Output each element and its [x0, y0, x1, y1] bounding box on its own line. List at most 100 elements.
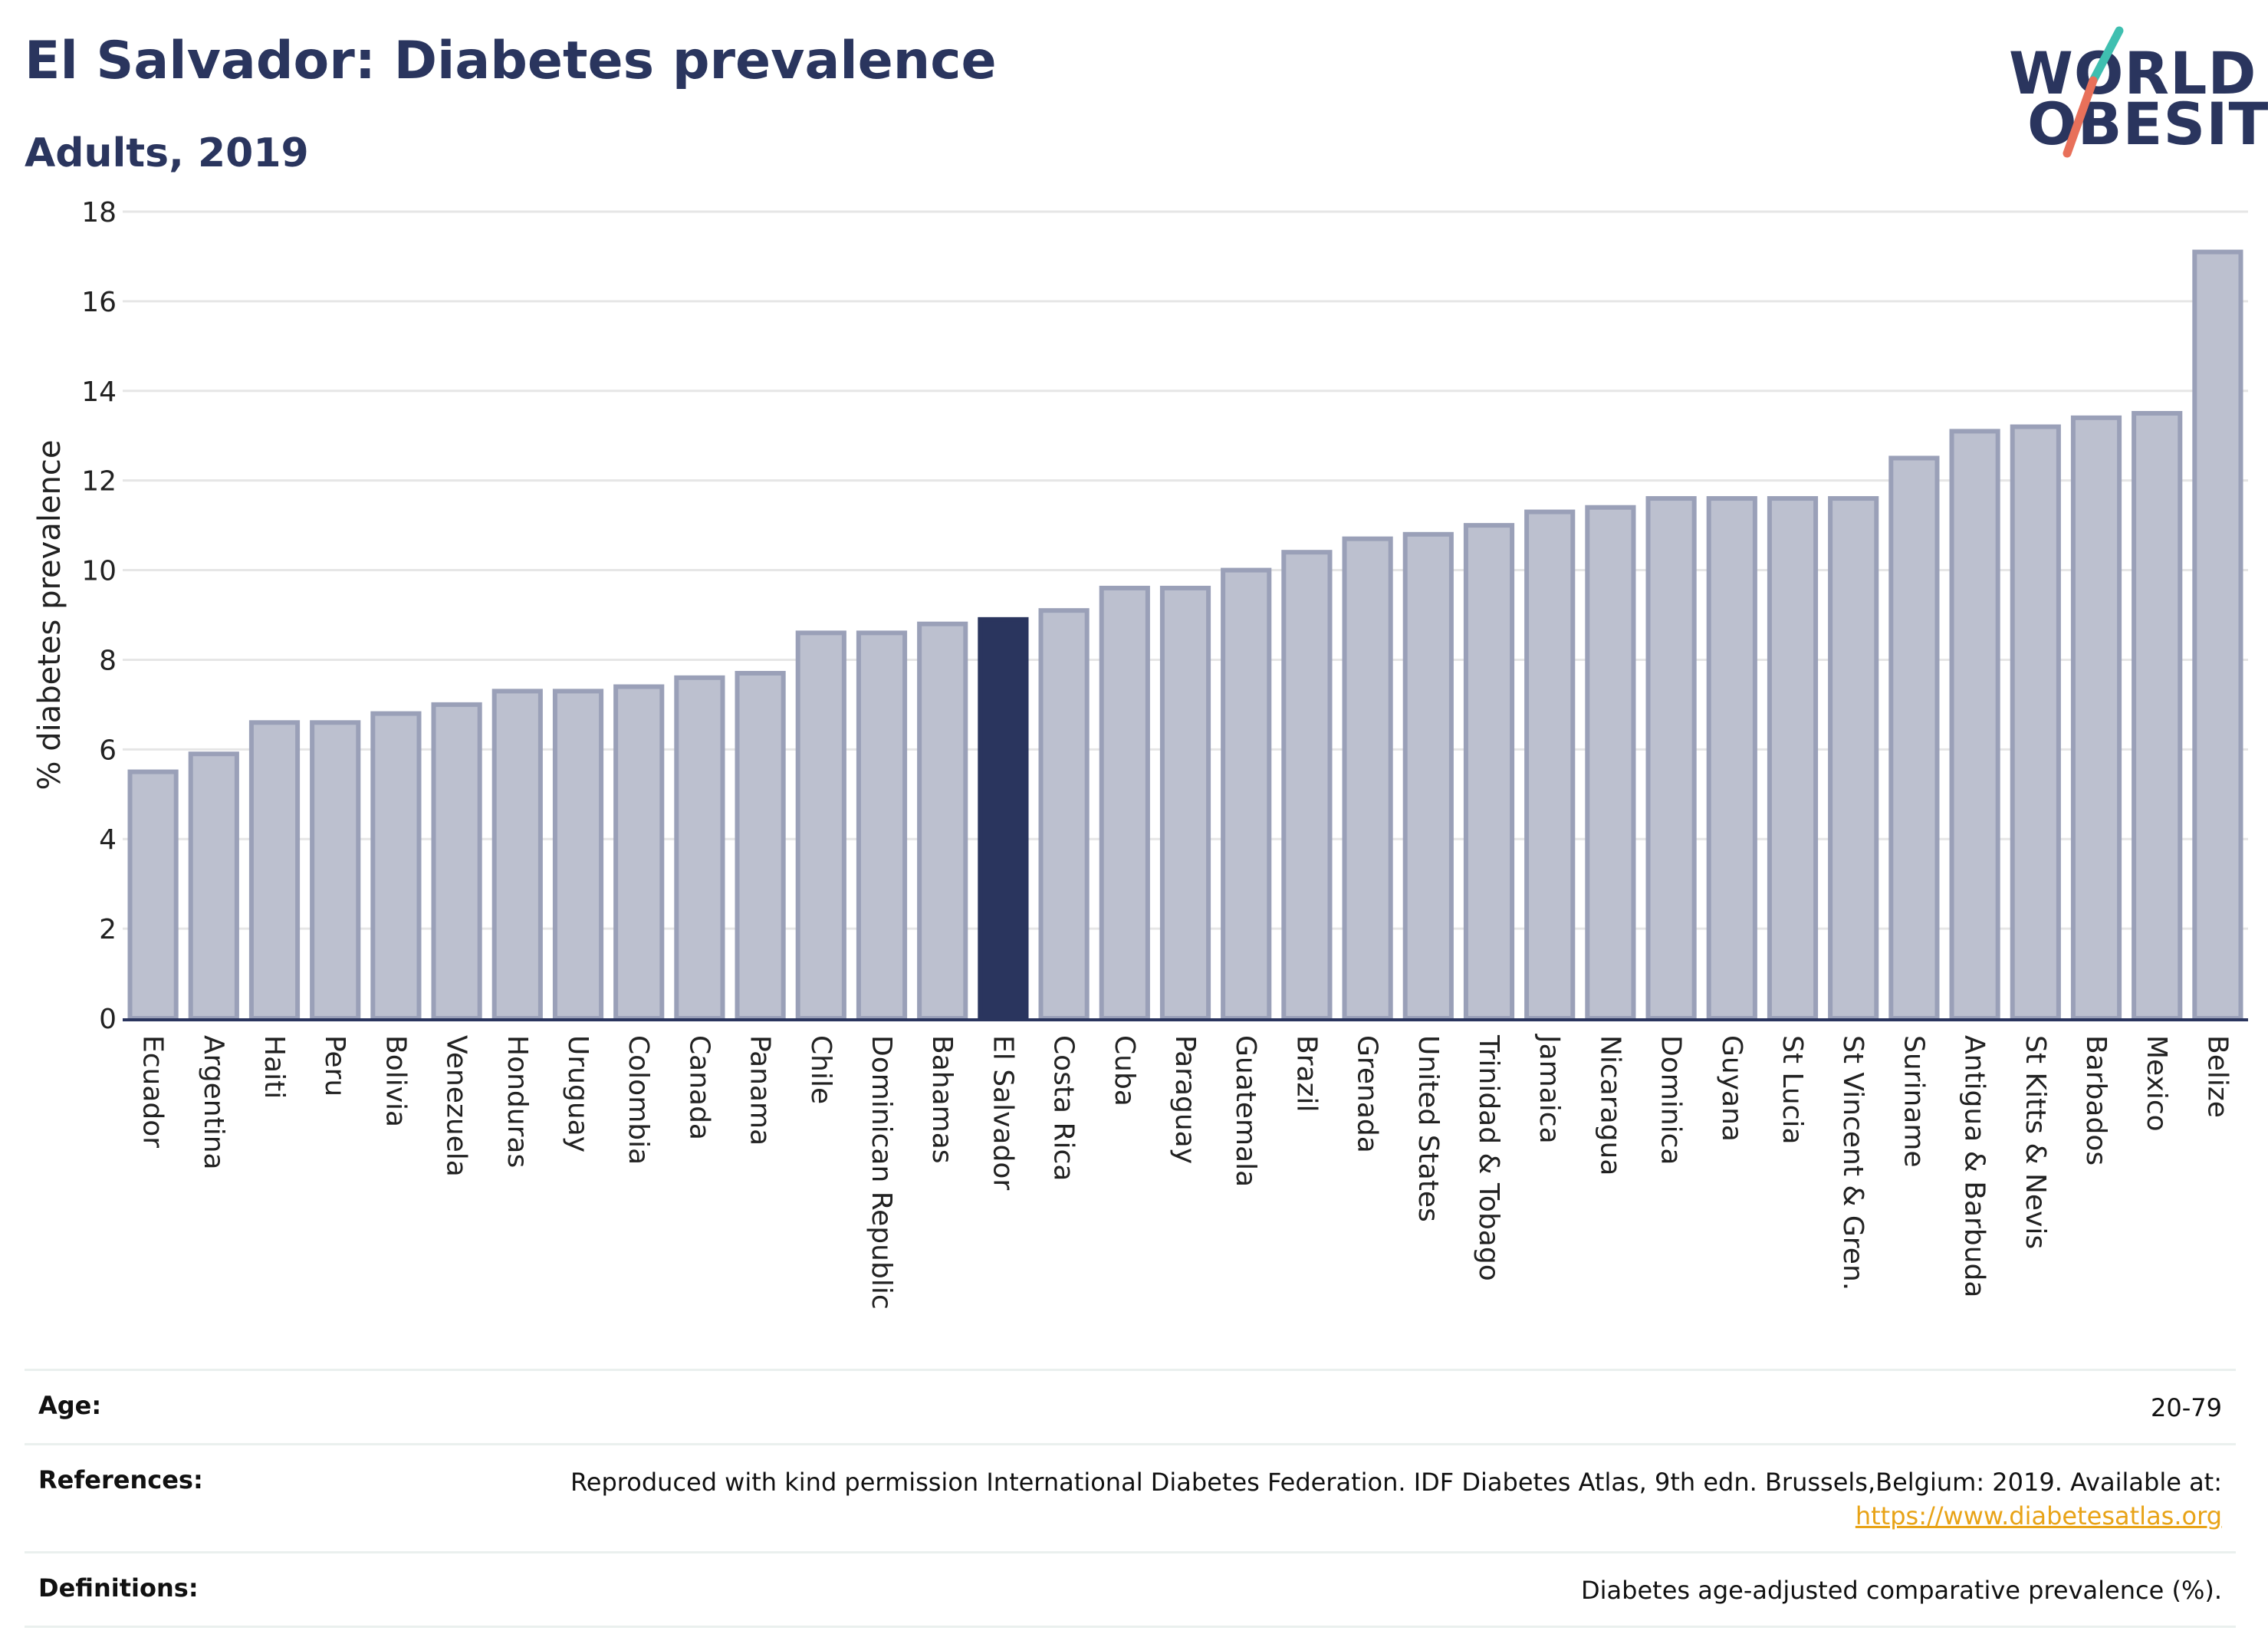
y-tick-label: 10	[81, 556, 117, 587]
bar-bahamas	[917, 621, 968, 1021]
bar-united-states	[1402, 531, 1454, 1021]
x-tick-label: St Kitts & Nevis	[2020, 1035, 2051, 1249]
references-link[interactable]: https://www.diabetesatlas.org	[1855, 1501, 2222, 1530]
x-tick-label: Guyana	[1716, 1035, 1747, 1142]
y-tick-label: 4	[99, 824, 117, 856]
bar-bolivia	[370, 711, 422, 1021]
x-tick-label: Honduras	[501, 1035, 533, 1168]
x-tick-label: Cuba	[1109, 1035, 1140, 1106]
x-tick-label: Trinidad & Tobago	[1473, 1034, 1504, 1281]
info-row-references: References: Reproduced with kind permiss…	[25, 1443, 2236, 1551]
x-tick-label: Paraguay	[1169, 1035, 1201, 1164]
y-tick-label: 6	[99, 735, 117, 766]
info-row-age: Age: 20-79	[25, 1369, 2236, 1443]
bar-mexico	[2132, 411, 2183, 1021]
y-tick-label: 12	[81, 466, 117, 498]
x-tick-label: Panama	[744, 1035, 776, 1146]
bar-peru	[310, 720, 361, 1021]
references-value: Reproduced with kind permission Internat…	[570, 1465, 2222, 1533]
bar-barbados	[2070, 415, 2122, 1021]
logo-text-world: WORLD	[2009, 39, 2257, 107]
x-tick-label: Jamaica	[1533, 1034, 1565, 1144]
x-tick-label: Nicaragua	[1594, 1035, 1625, 1175]
x-tick-label: Costa Rica	[1048, 1035, 1080, 1181]
bar-ecuador	[127, 769, 179, 1021]
x-tick-label: Grenada	[1352, 1035, 1383, 1153]
x-tick-label: Haiti	[258, 1035, 290, 1099]
x-tick-label: Colombia	[623, 1035, 654, 1165]
x-tick-label: St Lucia	[1777, 1035, 1808, 1145]
bar-colombia	[613, 684, 665, 1021]
x-tick-label: Venezuela	[441, 1035, 472, 1177]
references-text: Reproduced with kind permission Internat…	[570, 1468, 2222, 1497]
x-tick-label: St Vincent & Gren.	[1837, 1035, 1869, 1290]
y-tick-label: 16	[81, 287, 117, 318]
x-tick-label: Bahamas	[926, 1035, 958, 1164]
info-row-definitions: Definitions: Diabetes age-adjusted compa…	[25, 1551, 2236, 1628]
x-tick-label: United States	[1412, 1035, 1444, 1222]
y-tick-label: 8	[99, 645, 117, 676]
x-tick-label: Belize	[2201, 1035, 2233, 1118]
x-tick-label: Peru	[319, 1035, 350, 1096]
definitions-label: Definitions:	[38, 1573, 199, 1603]
y-axis-title: % diabetes prevalence	[32, 439, 67, 790]
y-axis-ticks: 0 2 4 6 8 10 12 14 16 18	[81, 197, 117, 1035]
bar-antigua-barbuda	[1949, 429, 2000, 1021]
y-tick-label: 14	[81, 376, 117, 408]
x-axis-labels: Ecuador Argentina Haiti Peru Bolivia Venezuel…	[137, 1034, 2233, 1310]
bar-st-vincent-gren-	[1828, 496, 1879, 1021]
x-tick-label: Dominica	[1655, 1035, 1687, 1165]
bar-belize	[2192, 249, 2243, 1021]
bar-chart: 0 2 4 6 8 10 12 14 16 18 Ecuador Argentina Haiti Per…	[32, 197, 2248, 1310]
age-label: Age:	[38, 1391, 102, 1420]
bar-dominican-republic	[856, 630, 908, 1021]
x-tick-label: Guatemala	[1230, 1035, 1261, 1187]
y-tick-label: 0	[99, 1004, 117, 1035]
bar-canada	[674, 675, 725, 1021]
bar-haiti	[248, 720, 301, 1021]
info-table: Age: 20-79 References: Reproduced with k…	[25, 1369, 2236, 1628]
bar-uruguay	[552, 689, 604, 1021]
bars	[127, 249, 2243, 1021]
x-tick-label: Mexico	[2141, 1035, 2172, 1132]
bar-cuba	[1099, 585, 1150, 1021]
bar-st-kitts-nevis	[2010, 424, 2061, 1021]
x-tick-label: Uruguay	[562, 1035, 593, 1152]
x-tick-label: Dominican Republic	[866, 1035, 897, 1310]
definitions-value: Diabetes age-adjusted comparative preval…	[1581, 1576, 2222, 1605]
x-tick-label: Ecuador	[137, 1035, 169, 1148]
bar-el-salvador	[978, 616, 1029, 1021]
x-tick-label: Canada	[683, 1035, 715, 1140]
bar-grenada	[1342, 536, 1393, 1021]
bar-paraguay	[1159, 585, 1211, 1021]
y-tick-label: 2	[99, 914, 117, 945]
bar-venezuela	[431, 702, 482, 1021]
x-tick-label: Suriname	[1898, 1035, 1929, 1168]
bar-st-lucia	[1767, 496, 1819, 1021]
bar-argentina	[188, 751, 239, 1021]
bar-suriname	[1888, 455, 1940, 1021]
x-tick-label: Argentina	[198, 1035, 229, 1170]
chart-subtitle: Adults, 2019	[25, 130, 309, 176]
x-tick-label: Barbados	[2080, 1035, 2112, 1165]
age-value: 20-79	[2151, 1393, 2222, 1422]
bar-brazil	[1281, 550, 1333, 1021]
x-tick-label: El Salvador	[987, 1035, 1018, 1190]
x-tick-label: Brazil	[1290, 1035, 1322, 1112]
x-tick-label: Chile	[805, 1035, 837, 1104]
bar-jamaica	[1524, 509, 1576, 1021]
bar-panama	[735, 670, 786, 1021]
y-tick-label: 18	[81, 197, 117, 228]
bar-chile	[795, 630, 846, 1021]
x-tick-label: Bolivia	[380, 1035, 411, 1127]
bar-nicaragua	[1585, 505, 1636, 1021]
bar-guyana	[1706, 496, 1757, 1021]
world-obesity-logo: WORLD OBESITY	[1994, 23, 2268, 161]
bar-dominica	[1645, 496, 1697, 1021]
x-tick-label: Antigua & Barbuda	[1959, 1035, 1990, 1297]
logo-slash-icon	[2063, 26, 2124, 158]
bar-trinidad-tobago	[1463, 523, 1515, 1021]
references-label: References:	[38, 1465, 203, 1494]
bar-costa-rica	[1038, 608, 1090, 1021]
bar-guatemala	[1221, 567, 1272, 1021]
